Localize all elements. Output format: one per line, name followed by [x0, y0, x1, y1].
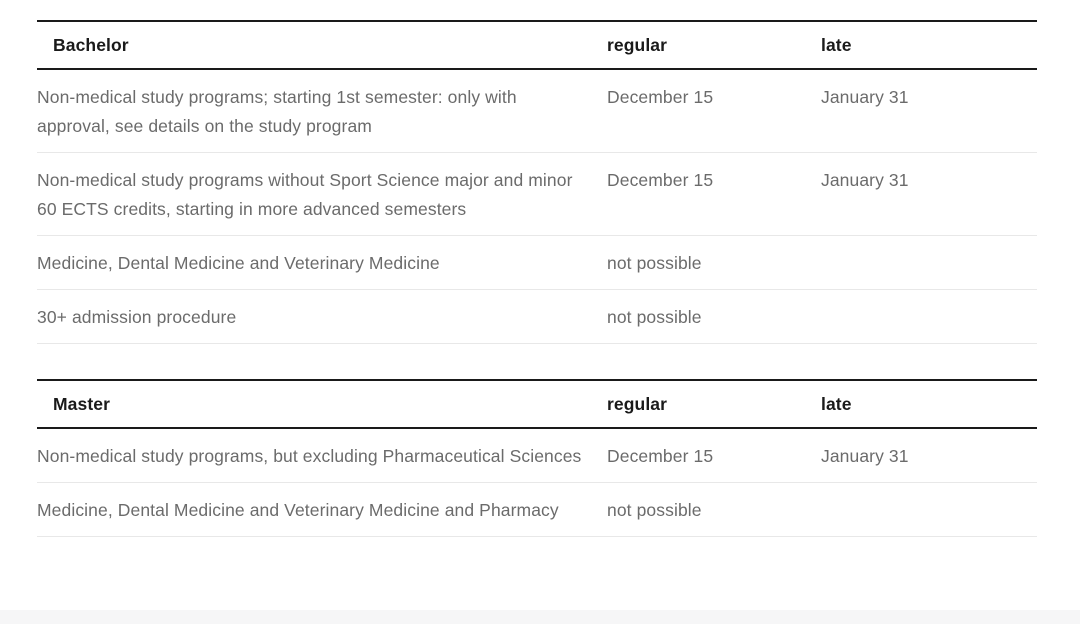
table-header-row: Master regular late [37, 380, 1037, 428]
regular-deadline-cell: December 15 [607, 446, 714, 466]
table-head: Bachelor regular late [37, 21, 1037, 69]
program-cell: Medicine, Dental Medicine and Veterinary… [37, 500, 559, 520]
program-cell: 30+ admission procedure [37, 307, 237, 327]
table-body: Non-medical study programs, but excludin… [37, 428, 1037, 537]
regular-deadline-cell: not possible [607, 307, 702, 327]
regular-deadline-cell: December 15 [607, 87, 714, 107]
table-head: Master regular late [37, 380, 1037, 428]
column-header-late: late [821, 34, 852, 55]
admission-deadlines-content: Bachelor regular late Non-medical study … [37, 20, 1037, 572]
table-row: Non-medical study programs, but excludin… [37, 428, 1037, 483]
table-row: Non-medical study programs without Sport… [37, 153, 1037, 236]
table-row: Medicine, Dental Medicine and Veterinary… [37, 483, 1037, 537]
program-cell: Non-medical study programs, but excludin… [37, 446, 582, 466]
table-header-row: Bachelor regular late [37, 21, 1037, 69]
late-deadline-cell [821, 236, 1037, 290]
column-header-regular: regular [607, 393, 668, 414]
late-deadline-cell [821, 290, 1037, 344]
late-deadline-cell: January 31 [821, 170, 909, 190]
column-header-regular: regular [607, 34, 668, 55]
table-row: 30+ admission procedure not possible [37, 290, 1037, 344]
program-cell: Medicine, Dental Medicine and Veterinary… [37, 253, 440, 273]
deadline-table: Master regular late Non-medical study pr… [37, 379, 1037, 537]
program-cell: Non-medical study programs without Sport… [37, 170, 573, 219]
deadline-tables-container: Bachelor regular late Non-medical study … [37, 20, 1037, 537]
program-cell: Non-medical study programs; starting 1st… [37, 87, 517, 136]
column-header-late: late [821, 393, 852, 414]
regular-deadline-cell: not possible [607, 253, 702, 273]
late-deadline-cell: January 31 [821, 446, 909, 466]
regular-deadline-cell: December 15 [607, 170, 714, 190]
late-deadline-cell [821, 483, 1037, 537]
table-row: Medicine, Dental Medicine and Veterinary… [37, 236, 1037, 290]
bottom-band [0, 610, 1080, 624]
regular-deadline-cell: not possible [607, 500, 702, 520]
table-title: Bachelor [53, 34, 129, 55]
table-body: Non-medical study programs; starting 1st… [37, 69, 1037, 344]
late-deadline-cell: January 31 [821, 87, 909, 107]
table-title: Master [53, 393, 111, 414]
table-row: Non-medical study programs; starting 1st… [37, 69, 1037, 153]
deadline-table: Bachelor regular late Non-medical study … [37, 20, 1037, 344]
